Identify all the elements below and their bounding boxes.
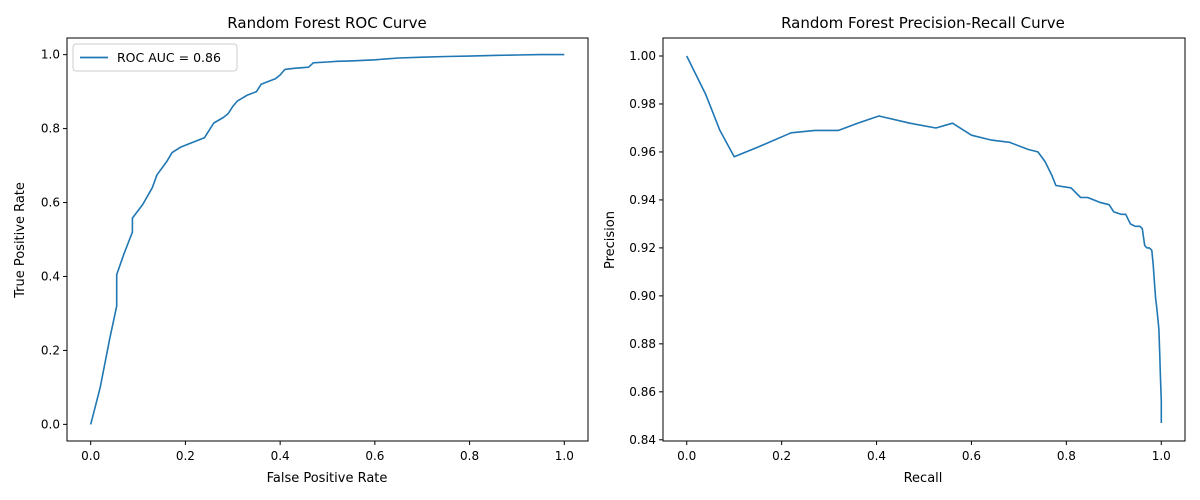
pr-y-tick-label: 0.96 bbox=[629, 145, 656, 159]
pr-x-tick-label: 0.4 bbox=[867, 449, 886, 463]
roc-x-axis-label: False Positive Rate bbox=[267, 471, 388, 486]
pr-plot-frame bbox=[662, 37, 1186, 442]
pr-x-tick-label: 0.8 bbox=[1057, 449, 1076, 463]
roc-y-tick-label: 0.2 bbox=[41, 343, 60, 357]
roc-x-tick-label: 0.6 bbox=[365, 449, 384, 463]
pr-x-tick-label: 0.0 bbox=[677, 449, 696, 463]
roc-y-tick-label: 1.0 bbox=[41, 48, 60, 62]
roc-x-tick-label: 0.0 bbox=[81, 449, 100, 463]
roc-ticks: 0.0 0.2 0.4 0.6 0.8 1.0 0.0 0.2 0.4 0.6 0.8 1.0 bbox=[41, 48, 574, 463]
pr-x-axis-label: Recall bbox=[904, 471, 943, 486]
roc-legend-label: ROC AUC = 0.86 bbox=[117, 50, 221, 65]
roc-lines bbox=[89, 53, 565, 425]
roc-chart: Random Forest ROC Curve False Positive R… bbox=[13, 14, 589, 486]
roc-y-tick-label: 0.4 bbox=[41, 269, 60, 283]
pr-y-tick-label: 0.86 bbox=[629, 385, 656, 399]
roc-legend-box bbox=[72, 43, 238, 72]
pr-y-tick-label: 0.94 bbox=[629, 193, 656, 207]
pr-x-tick-label: 1.0 bbox=[1152, 449, 1171, 463]
roc-y-tick-label: 0.0 bbox=[41, 417, 60, 431]
pr-y-tick-label: 0.92 bbox=[629, 241, 656, 255]
roc-x-tick-label: 1.0 bbox=[555, 449, 574, 463]
roc-plot-frame bbox=[66, 37, 589, 442]
roc-x-tick-label: 0.4 bbox=[271, 449, 290, 463]
roc-chart-title: Random Forest ROC Curve bbox=[227, 14, 426, 32]
roc-y-axis-label: True Positive Rate bbox=[13, 182, 28, 299]
pr-y-tick-label: 0.88 bbox=[629, 337, 656, 351]
pr-y-tick-label: 0.98 bbox=[629, 97, 656, 111]
pr-y-axis-label: Precision bbox=[603, 211, 618, 269]
roc-y-tick-label: 0.8 bbox=[41, 122, 60, 136]
pr-lines bbox=[685, 55, 1163, 423]
pr-chart-title: Random Forest Precision-Recall Curve bbox=[781, 14, 1065, 32]
roc-x-tick-label: 0.2 bbox=[176, 449, 195, 463]
pr-ticks: 0.0 0.2 0.4 0.6 0.8 1.0 0.84 0.86 0.88 0.90 0.92 0.… bbox=[629, 49, 1171, 463]
pr-y-tick-label: 0.84 bbox=[629, 433, 656, 447]
roc-x-tick-label: 0.8 bbox=[460, 449, 479, 463]
pr-series-line-0 bbox=[685, 55, 1163, 423]
pr-chart: Random Forest Precision-Recall Curve Rec… bbox=[603, 14, 1186, 486]
roc-y-tick-label: 0.6 bbox=[41, 196, 60, 210]
pr-y-tick-label: 0.90 bbox=[629, 289, 656, 303]
pr-y-tick-label: 1.00 bbox=[629, 49, 656, 63]
pr-x-tick-label: 0.2 bbox=[772, 449, 791, 463]
pr-x-tick-label: 0.6 bbox=[962, 449, 981, 463]
roc-series-line-0 bbox=[89, 53, 565, 425]
roc-legend: ROC AUC = 0.86 bbox=[72, 43, 238, 72]
